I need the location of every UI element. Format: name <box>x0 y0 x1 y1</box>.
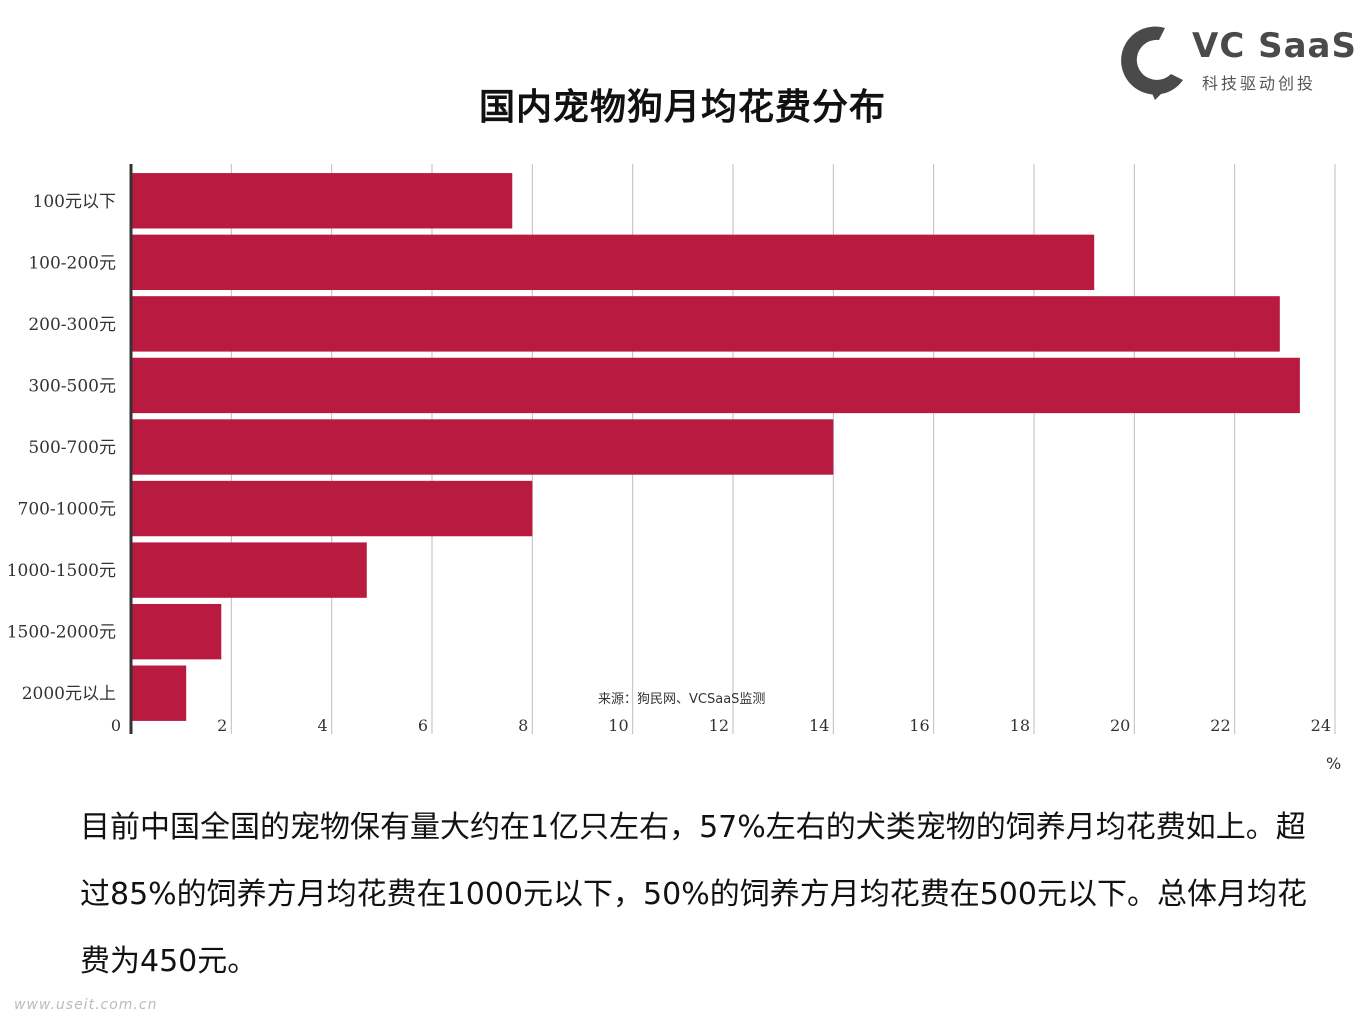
x-tick-label: 22 <box>1210 716 1230 735</box>
bar <box>132 480 533 537</box>
bar <box>132 419 834 475</box>
x-tick-label: 6 <box>418 716 428 735</box>
y-tick-label: 700-1000元 <box>18 500 116 520</box>
bars <box>132 173 1300 721</box>
x-axis-unit: % <box>1326 754 1342 773</box>
logo-name: VC SaaS <box>1192 26 1357 66</box>
bar-chart: 100元以下 100-200元 200-300元 300-500元 500-700元 70… <box>7 164 1336 735</box>
description-paragraph: 目前中国全国的宠物保有量大约在1亿只左右，57%左右的犬类宠物的饲养月均花费如上… <box>80 810 1307 979</box>
x-tick-label: 2 <box>217 716 227 735</box>
x-tick-label: 24 <box>1311 716 1331 735</box>
x-tick-label: 20 <box>1110 716 1130 735</box>
bar <box>132 234 1095 291</box>
x-tick-label: 0 <box>111 716 121 735</box>
y-tick-label: 1000-1500元 <box>7 561 116 581</box>
bar <box>132 173 513 229</box>
x-tick-label: 10 <box>608 716 628 735</box>
x-tick-label: 16 <box>909 716 929 735</box>
source-note: 来源：狗民网、VCSaaS监测 <box>598 692 766 707</box>
x-tick-label: 4 <box>317 716 327 735</box>
watermark: www.useit.com.cn <box>14 997 158 1013</box>
x-tick-label: 12 <box>709 716 729 735</box>
logo-tagline: 科技驱动创投 <box>1202 74 1317 93</box>
y-tick-label: 100-200元 <box>28 253 116 273</box>
x-tick-label: 18 <box>1010 716 1030 735</box>
page-title: 国内宠物狗月均花费分布 <box>478 87 886 128</box>
x-axis-labels: 0 2 4 6 8 10 12 14 16 18 20 22 24 <box>111 716 1331 735</box>
logo-icon <box>1121 26 1183 100</box>
x-tick-label: 8 <box>518 716 528 735</box>
y-axis-labels: 100元以下 100-200元 200-300元 300-500元 500-700元 70… <box>7 192 116 704</box>
y-tick-label: 500-700元 <box>28 438 116 458</box>
y-tick-label: 2000元以上 <box>22 684 116 704</box>
y-tick-label: 200-300元 <box>28 315 116 335</box>
y-tick-label: 300-500元 <box>28 376 116 396</box>
bar <box>132 665 187 721</box>
bar <box>132 357 1300 414</box>
y-tick-label: 1500-2000元 <box>7 623 116 643</box>
y-tick-label: 100元以下 <box>33 192 116 212</box>
bar <box>132 542 367 598</box>
x-tick-label: 14 <box>809 716 829 735</box>
bar <box>132 603 222 660</box>
bar <box>132 296 1280 352</box>
